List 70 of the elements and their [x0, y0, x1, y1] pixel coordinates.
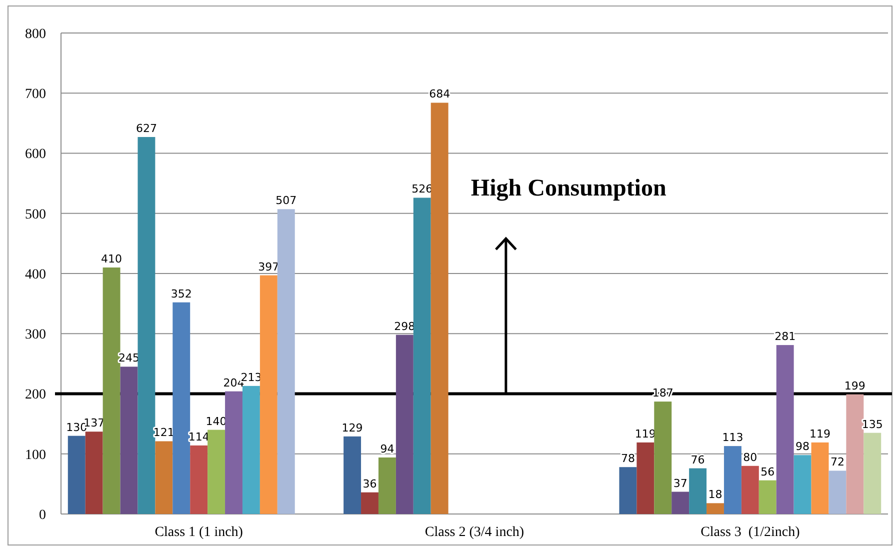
- bar: [758, 480, 776, 514]
- y-tick-label: 700: [25, 87, 46, 102]
- data-label: 56: [760, 465, 775, 478]
- y-tick-label: 500: [25, 207, 46, 222]
- data-label: 281: [774, 330, 796, 344]
- data-label: 684: [429, 88, 450, 101]
- data-label: 627: [136, 122, 157, 136]
- y-tick-label: 100: [25, 448, 46, 463]
- bar: [811, 442, 829, 514]
- bar: [654, 402, 672, 514]
- bar: [864, 432, 882, 514]
- data-label: 199: [844, 379, 866, 392]
- bar: [828, 470, 846, 514]
- data-label: 119: [810, 427, 830, 440]
- bar: [120, 366, 138, 514]
- bar: [190, 445, 208, 514]
- bar: [344, 436, 362, 514]
- bar: [430, 102, 448, 514]
- data-label: 119: [634, 427, 656, 440]
- bar: [172, 302, 190, 514]
- bar: [242, 386, 260, 514]
- bar: [636, 442, 654, 514]
- bar: [102, 267, 120, 514]
- bar: [277, 209, 295, 514]
- bar: [225, 391, 242, 514]
- bar: [619, 467, 637, 514]
- y-tick-label: 200: [25, 388, 46, 403]
- bar: [260, 275, 278, 514]
- bar: [846, 394, 864, 514]
- bar: [741, 466, 759, 514]
- data-label: 397: [258, 260, 280, 274]
- data-label: 94: [380, 442, 394, 456]
- bar: [776, 345, 794, 514]
- x-tick-label: Class 2 (3/4 inch): [424, 525, 524, 540]
- data-label: 37: [673, 476, 688, 490]
- data-label: 98: [796, 440, 810, 454]
- bar: [361, 492, 378, 514]
- x-tick-label: Class 3 (1/2inch): [700, 525, 800, 540]
- y-tick-label: 800: [25, 26, 46, 42]
- y-tick-label: 0: [39, 508, 46, 523]
- data-label: 72: [830, 456, 844, 469]
- bar: [413, 198, 431, 514]
- bar: [208, 430, 226, 514]
- bar: [138, 137, 156, 514]
- bar: [68, 436, 86, 514]
- bar: [724, 446, 742, 514]
- ref-line-label: High Consumption: [470, 175, 666, 202]
- bar: [794, 455, 812, 514]
- data-label: 135: [862, 418, 883, 431]
- data-label: 113: [722, 431, 744, 444]
- data-label: 410: [101, 252, 122, 266]
- data-label: 129: [342, 421, 363, 434]
- bar: [396, 334, 414, 514]
- data-label: 78: [620, 452, 635, 466]
- data-label: 352: [170, 287, 192, 300]
- x-tick-label: Class 1 (1 inch): [154, 525, 244, 540]
- bar: [672, 492, 690, 514]
- data-label: 18: [708, 488, 722, 502]
- y-tick-label: 300: [25, 328, 46, 343]
- bar: [85, 432, 103, 514]
- data-label: 76: [690, 453, 705, 466]
- data-label: 36: [362, 477, 377, 490]
- bar: [689, 468, 707, 514]
- bar: [706, 503, 724, 514]
- y-tick-label: 600: [25, 147, 46, 162]
- data-label: 80: [743, 450, 758, 464]
- data-label: 507: [276, 194, 297, 208]
- bar: [378, 457, 396, 514]
- y-tick-label: 400: [25, 267, 46, 282]
- bar: [155, 441, 173, 514]
